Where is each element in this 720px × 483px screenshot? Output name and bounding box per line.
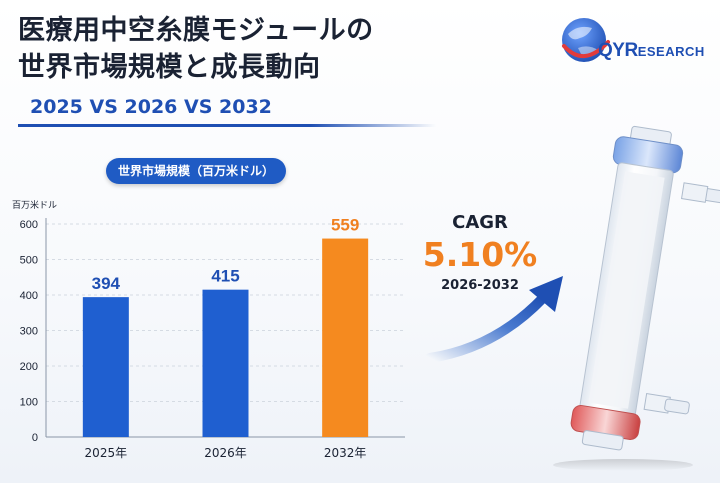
comparison-years: 2025 VS 2026 VS 2032 <box>30 96 272 118</box>
bar-1 <box>202 289 249 437</box>
y-tick-label: 200 <box>20 361 38 373</box>
bar-value-label: 415 <box>211 267 239 286</box>
bar-2 <box>322 238 369 437</box>
y-tick-label: 500 <box>20 255 38 267</box>
hollow-fiber-module-image <box>553 125 720 471</box>
page-title: 医療用中空糸膜モジュールの 世界市場規模と成長動向 <box>18 12 374 86</box>
cagr-value: 5.10% <box>422 235 538 274</box>
cagr-callout: CAGR 5.10% 2026-2032 <box>410 212 550 293</box>
y-tick-label: 300 <box>20 326 38 338</box>
qyr-logo-icon <box>562 18 610 62</box>
y-tick-label: 600 <box>20 219 38 231</box>
bar-value-label: 394 <box>92 274 121 293</box>
x-tick-label: 2026年 <box>204 446 247 460</box>
logo-brand-main: QYR <box>598 40 638 61</box>
bar-value-label: 559 <box>331 216 359 235</box>
cagr-period: 2026-2032 <box>441 278 519 293</box>
y-tick-label: 400 <box>20 290 38 302</box>
bar-0 <box>82 297 129 437</box>
title-line-1: 医療用中空糸膜モジュールの <box>18 15 374 46</box>
title-underline <box>18 124 436 127</box>
y-tick-label: 0 <box>32 432 38 444</box>
y-tick-label: 100 <box>20 397 38 409</box>
market-size-bar-chart: 0 100 200 300 400 500 600 394 2025年 415 2026年 559 20… <box>20 216 405 460</box>
growth-arrow-icon <box>425 276 563 363</box>
y-axis-unit-label: 百万米ドル <box>12 201 58 211</box>
title-line-2: 世界市場規模と成長動向 <box>18 52 321 83</box>
logo-wordmark: QYRESEARCH <box>598 40 705 62</box>
chart-title-pill: 世界市場規模（百万米ドル） <box>106 158 287 184</box>
cagr-label: CAGR <box>452 212 508 233</box>
x-tick-label: 2025年 <box>85 446 128 460</box>
logo-brand-rest: ESEARCH <box>637 44 705 59</box>
x-tick-label: 2032年 <box>324 446 367 460</box>
